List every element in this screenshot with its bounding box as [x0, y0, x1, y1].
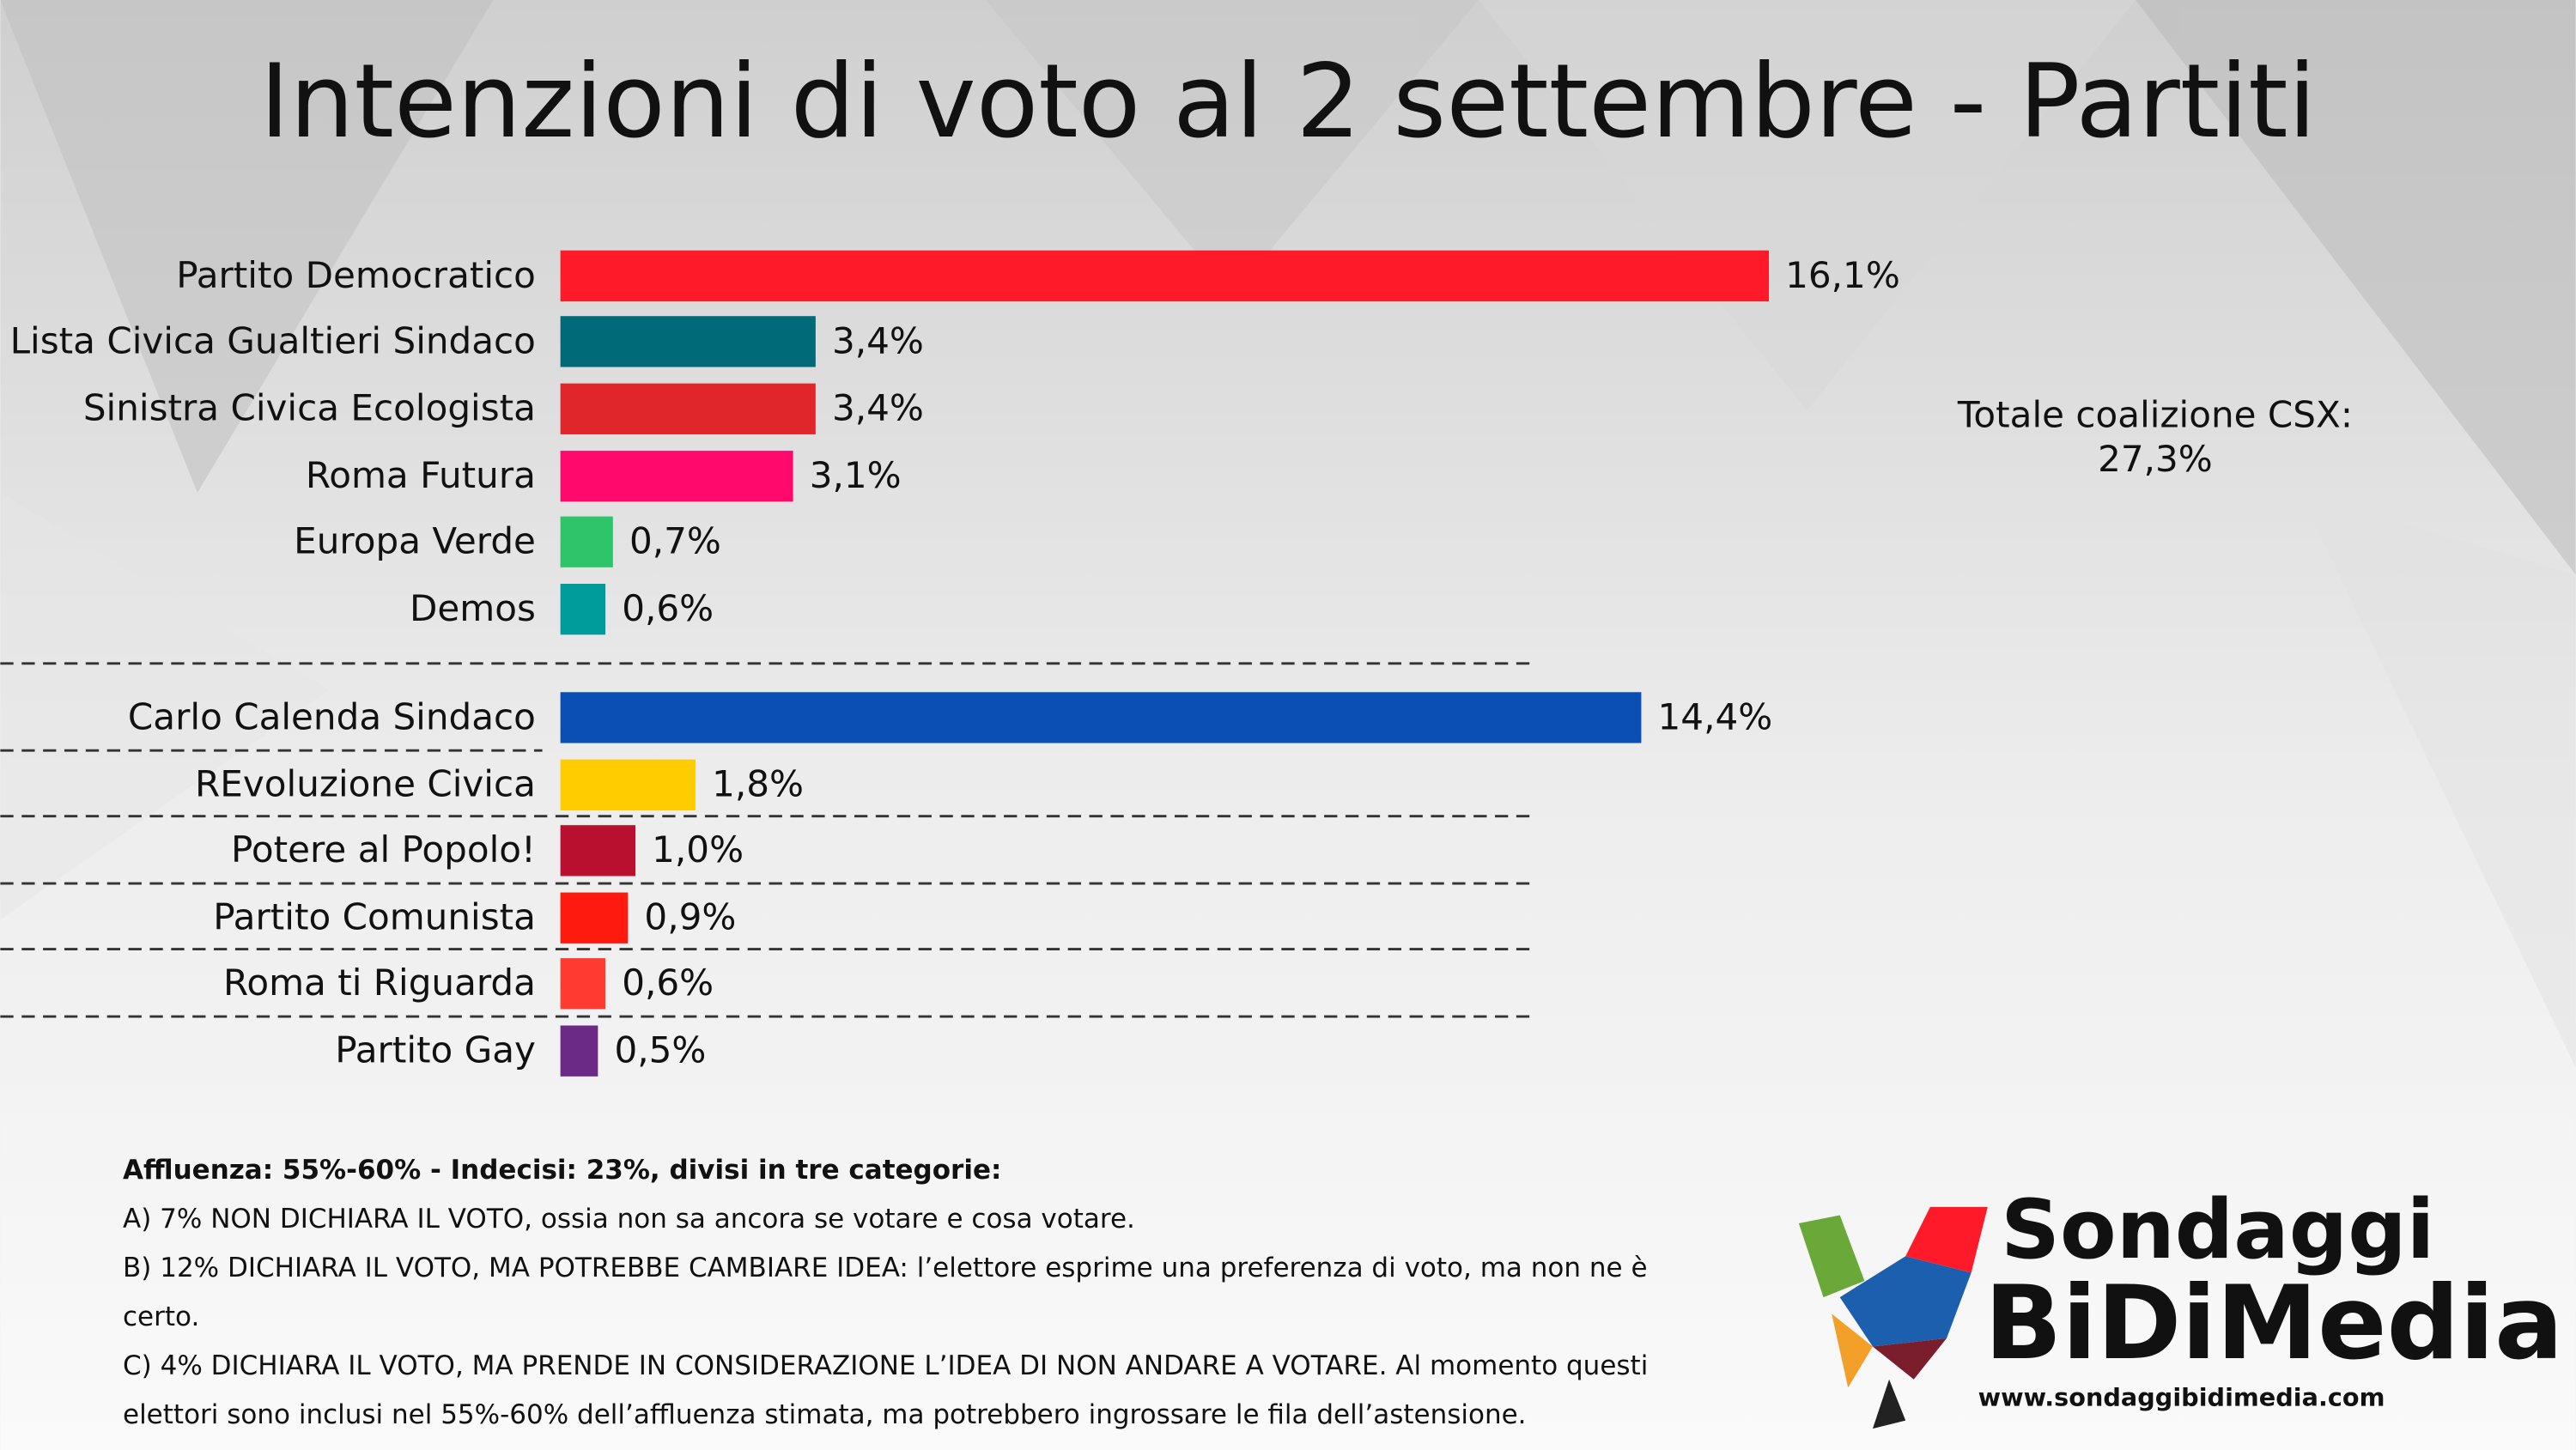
category-label: REvoluzione Civica [195, 763, 536, 805]
bar [560, 1025, 598, 1077]
value-label: 0,9% [644, 896, 736, 938]
value-label: 0,7% [629, 520, 721, 562]
value-label: 1,0% [652, 828, 744, 871]
category-label: Roma Futura [306, 454, 536, 496]
value-label: 16,1% [1785, 254, 1900, 296]
value-label: 0,6% [622, 587, 714, 629]
category-label: Potere al Popolo! [231, 828, 536, 871]
category-label: Lista Civica Gualtieri Sindaco [10, 319, 536, 361]
value-label: 14,4% [1658, 695, 1773, 737]
note: Affluenza: 55%-60% - Indecisi: 23%, divi… [123, 1155, 1002, 1186]
category-label: Partito Democratico [176, 254, 536, 296]
bar [560, 316, 816, 367]
bar [560, 516, 613, 567]
bar [560, 583, 606, 635]
note: C) 4% DICHIARA IL VOTO, MA PRENDE IN CON… [123, 1350, 1649, 1430]
value-label: 3,4% [832, 387, 924, 429]
category-label: Demos [410, 587, 536, 629]
value-label: 1,8% [712, 763, 804, 805]
note: A) 7% NON DICHIARA IL VOTO, ossia non sa… [123, 1204, 1135, 1235]
bar [560, 825, 636, 877]
separators [0, 662, 1536, 1018]
category-label: Partito Gay [335, 1029, 536, 1071]
annotation-value: 27,3% [2098, 438, 2213, 480]
bar [560, 759, 696, 810]
logo: Sondaggi BiDiMedia www.sondaggibidimedia… [1798, 1181, 2563, 1429]
bar [560, 892, 629, 943]
bar [560, 451, 793, 502]
logo-line2: BiDiMedia [1984, 1264, 2563, 1382]
category-label: Europa Verde [294, 520, 536, 562]
category-label: Partito Comunista [213, 896, 536, 938]
annotation-label: Totale coalizione CSX: [1957, 393, 2353, 435]
category-label: Roma ti Riguarda [223, 962, 536, 1004]
background-polygons [0, 0, 2576, 575]
notes: Affluenza: 55%-60% - Indecisi: 23%, divi… [123, 1146, 1720, 1440]
logo-url: www.sondaggibidimedia.com [1978, 1383, 2385, 1412]
value-label: 0,6% [622, 962, 714, 1004]
bar [560, 250, 1770, 301]
note: B) 12% DICHIARA IL VOTO, MA POTREBBE CAM… [123, 1253, 1648, 1332]
bar [560, 383, 816, 434]
value-label: 3,4% [832, 319, 924, 361]
bar [560, 958, 606, 1010]
value-label: 0,5% [614, 1029, 706, 1071]
bar [560, 692, 1642, 743]
category-label: Sinistra Civica Ecologista [83, 387, 536, 429]
logo-line1: Sondaggi [2001, 1181, 2434, 1277]
category-label: Carlo Calenda Sindaco [128, 695, 536, 737]
value-label: 3,1% [810, 454, 902, 496]
chart-title: Intenzioni di voto al 2 settembre - Part… [259, 42, 2316, 161]
